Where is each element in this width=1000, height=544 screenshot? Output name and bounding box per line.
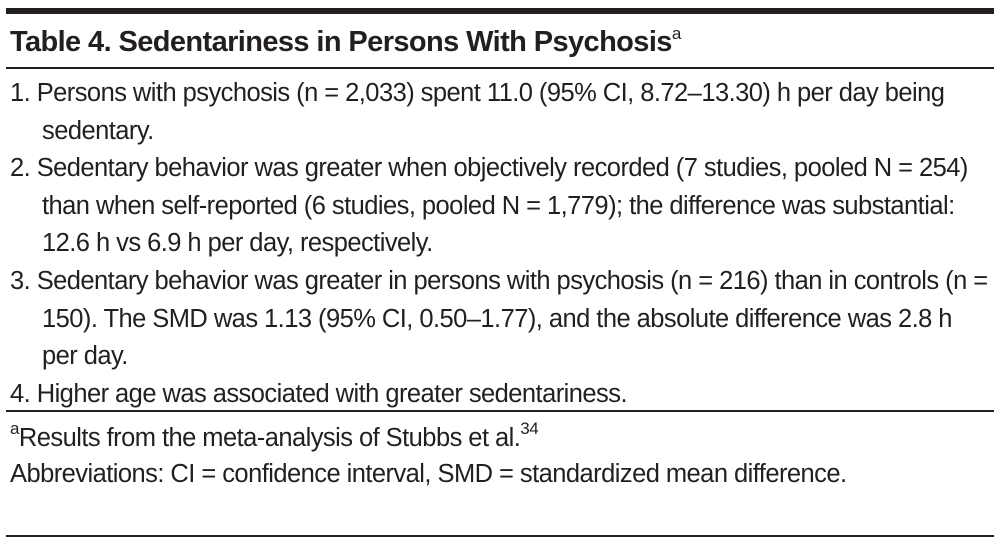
list-item: 4. Higher age was associated with greate… xyxy=(10,379,628,408)
list-item: 3. Sedentary behavior was greater in per… xyxy=(10,266,988,371)
title-footnote-mark: a xyxy=(671,24,681,43)
list-item: 2. Sedentary behavior was greater when o… xyxy=(10,154,968,258)
bottom-rule xyxy=(6,535,994,537)
footnote-reference: 34 xyxy=(520,419,539,438)
list-item: 1. Persons with psychosis (n = 2,033) sp… xyxy=(10,79,945,145)
footnote: aResults from the meta-analysis of Stubb… xyxy=(10,420,880,456)
abbreviations: Abbreviations: CI = confidence interval,… xyxy=(10,460,847,488)
footnotes: aResults from the meta-analysis of Stubb… xyxy=(10,420,880,492)
item-list: 1. Persons with psychosis (n = 2,033) sp… xyxy=(10,75,992,413)
title-text: Table 4. Sedentariness in Persons With P… xyxy=(10,26,672,58)
top-rule xyxy=(6,8,994,14)
footnote-mark: a xyxy=(10,419,19,438)
body-rule xyxy=(6,410,994,412)
title-rule xyxy=(6,67,994,69)
table-title: Table 4. Sedentariness in Persons With P… xyxy=(10,20,681,64)
footnote-text: Results from the meta-analysis of Stubbs… xyxy=(18,424,521,452)
